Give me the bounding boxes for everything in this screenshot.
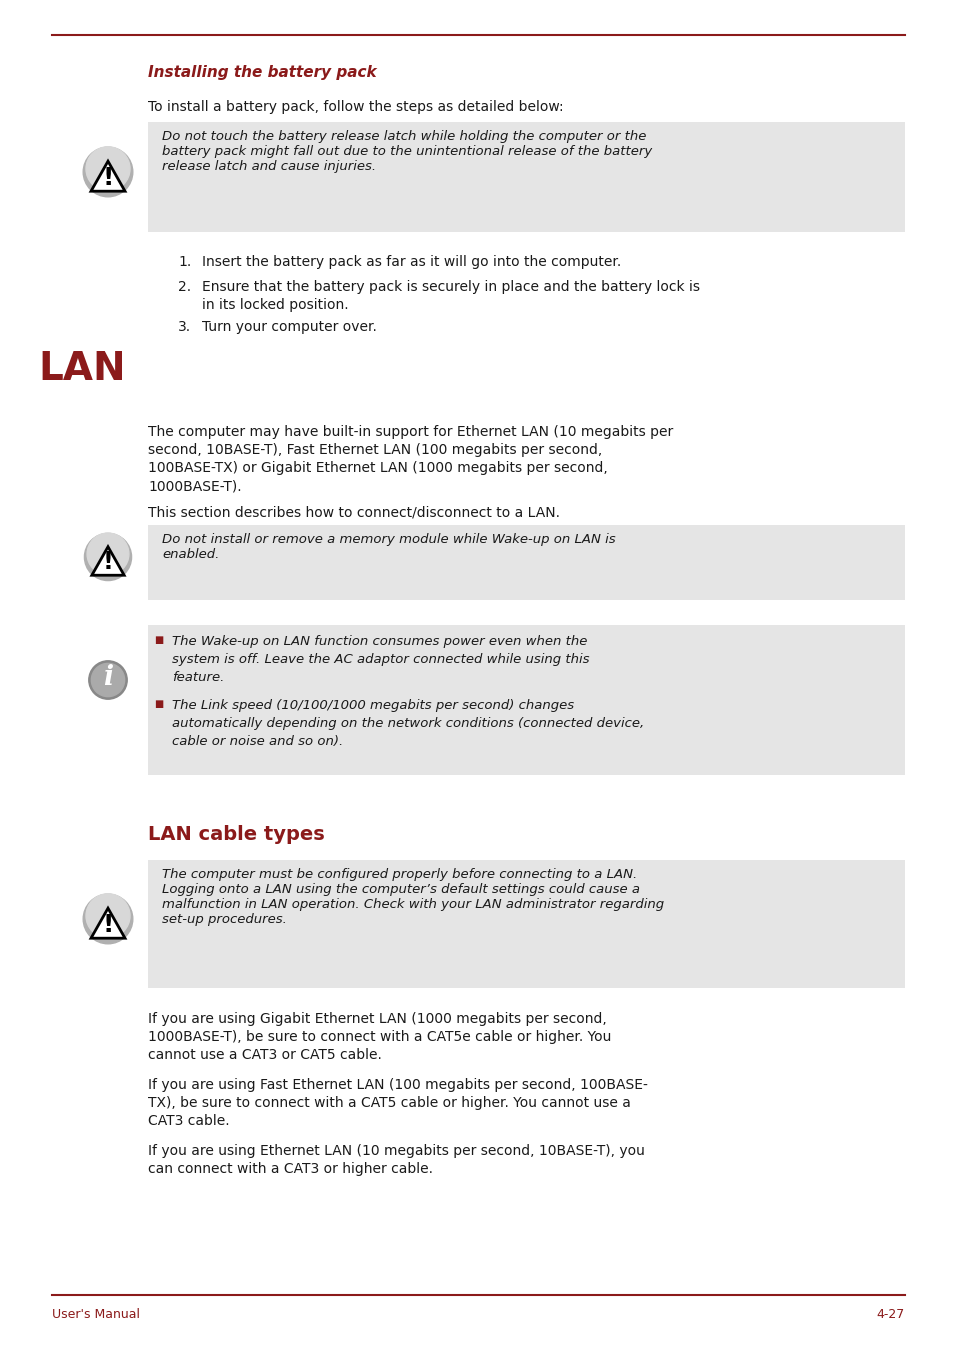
Text: If you are using Ethernet LAN (10 megabits per second, 10BASE-T), you: If you are using Ethernet LAN (10 megabi… — [148, 1145, 644, 1158]
Polygon shape — [91, 908, 125, 939]
Text: Turn your computer over.: Turn your computer over. — [202, 320, 376, 334]
Text: Ensure that the battery pack is securely in place and the battery lock is: Ensure that the battery pack is securely… — [202, 280, 700, 295]
Circle shape — [85, 534, 132, 581]
Circle shape — [86, 894, 130, 937]
Text: i: i — [103, 664, 113, 691]
Circle shape — [83, 147, 132, 196]
Text: CAT3 cable.: CAT3 cable. — [148, 1114, 230, 1128]
Bar — [148, 859, 904, 989]
Text: The Wake-up on LAN function consumes power even when the: The Wake-up on LAN function consumes pow… — [172, 635, 587, 648]
Text: !: ! — [102, 913, 113, 936]
Text: automatically depending on the network conditions (connected device,: automatically depending on the network c… — [172, 717, 643, 730]
Text: Installing the battery pack: Installing the battery pack — [148, 65, 376, 79]
Bar — [148, 122, 904, 231]
Text: LAN cable types: LAN cable types — [148, 824, 324, 845]
Text: cable or noise and so on).: cable or noise and so on). — [172, 734, 343, 748]
Text: To install a battery pack, follow the steps as detailed below:: To install a battery pack, follow the st… — [148, 100, 563, 114]
Text: ■: ■ — [153, 635, 163, 646]
Text: cannot use a CAT3 or CAT5 cable.: cannot use a CAT3 or CAT5 cable. — [148, 1048, 381, 1063]
Text: 100BASE-TX) or Gigabit Ethernet LAN (1000 megabits per second,: 100BASE-TX) or Gigabit Ethernet LAN (100… — [148, 461, 607, 475]
Text: The computer may have built-in support for Ethernet LAN (10 megabits per: The computer may have built-in support f… — [148, 425, 673, 438]
Circle shape — [87, 533, 129, 574]
Text: The Link speed (10/100/1000 megabits per second) changes: The Link speed (10/100/1000 megabits per… — [172, 699, 574, 712]
Text: !: ! — [103, 550, 113, 574]
Text: 1000BASE-T).: 1000BASE-T). — [148, 479, 241, 494]
Text: can connect with a CAT3 or higher cable.: can connect with a CAT3 or higher cable. — [148, 1162, 433, 1176]
Text: If you are using Gigabit Ethernet LAN (1000 megabits per second,: If you are using Gigabit Ethernet LAN (1… — [148, 1011, 606, 1026]
Text: !: ! — [102, 165, 113, 190]
Text: feature.: feature. — [172, 671, 224, 685]
Bar — [148, 625, 904, 775]
Text: 2.: 2. — [178, 280, 191, 295]
Text: User's Manual: User's Manual — [52, 1307, 140, 1321]
Circle shape — [83, 894, 132, 944]
Circle shape — [86, 147, 130, 191]
Text: LAN: LAN — [38, 350, 126, 387]
Circle shape — [91, 663, 125, 697]
Text: system is off. Leave the AC adaptor connected while using this: system is off. Leave the AC adaptor conn… — [172, 654, 589, 666]
Text: 3.: 3. — [178, 320, 191, 334]
Text: 1.: 1. — [178, 256, 191, 269]
Text: TX), be sure to connect with a CAT5 cable or higher. You cannot use a: TX), be sure to connect with a CAT5 cabl… — [148, 1096, 630, 1110]
Text: Do not touch the battery release latch while holding the computer or the
battery: Do not touch the battery release latch w… — [162, 130, 652, 174]
Text: Do not install or remove a memory module while Wake-up on LAN is
enabled.: Do not install or remove a memory module… — [162, 533, 615, 561]
Text: second, 10BASE-T), Fast Ethernet LAN (100 megabits per second,: second, 10BASE-T), Fast Ethernet LAN (10… — [148, 443, 601, 457]
Polygon shape — [91, 546, 124, 576]
Polygon shape — [91, 161, 125, 191]
Text: 4-27: 4-27 — [876, 1307, 904, 1321]
Text: ■: ■ — [153, 699, 163, 709]
Circle shape — [89, 660, 127, 699]
Text: 1000BASE-T), be sure to connect with a CAT5e cable or higher. You: 1000BASE-T), be sure to connect with a C… — [148, 1030, 611, 1044]
Text: This section describes how to connect/disconnect to a LAN.: This section describes how to connect/di… — [148, 504, 559, 519]
Text: The computer must be configured properly before connecting to a LAN.
Logging ont: The computer must be configured properly… — [162, 868, 663, 925]
Bar — [148, 525, 904, 600]
Text: If you are using Fast Ethernet LAN (100 megabits per second, 100BASE-: If you are using Fast Ethernet LAN (100 … — [148, 1077, 647, 1092]
Text: Insert the battery pack as far as it will go into the computer.: Insert the battery pack as far as it wil… — [202, 256, 620, 269]
Text: in its locked position.: in its locked position. — [202, 299, 348, 312]
